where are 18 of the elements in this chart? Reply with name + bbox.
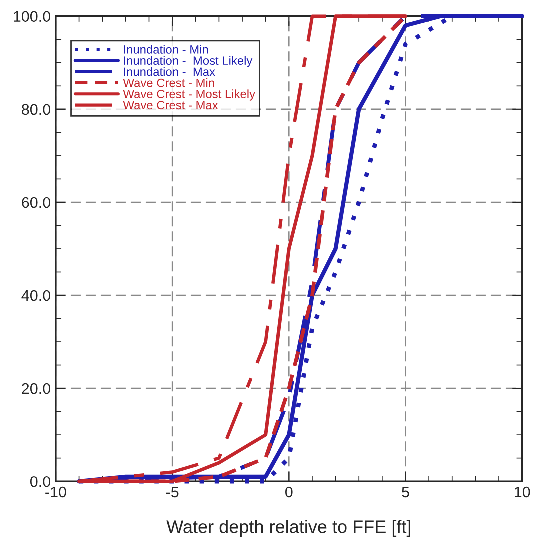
- legend-label: Inundation - Max: [124, 67, 216, 76]
- y-tick-label: 80.0: [22, 104, 51, 116]
- legend-label: Wave Crest - Max: [123, 101, 218, 110]
- x-tick-label: 0: [286, 486, 293, 498]
- x-tick-label: -5: [166, 486, 179, 498]
- y-tick-label: 20.0: [22, 383, 51, 394]
- legend-label: Inundation - Most Likely: [124, 56, 253, 68]
- x-tick-label: 5: [402, 486, 410, 498]
- y-tick-label: 0.0: [30, 476, 51, 488]
- y-tick-label: 100.0: [14, 11, 51, 22]
- legend-label: Wave Crest - Min: [123, 78, 214, 88]
- x-axis-title: Water depth relative to FFE [ft]: [166, 520, 410, 537]
- x-tick-label: -10: [46, 486, 66, 498]
- legend-label: Wave Crest - Most Likely: [123, 90, 256, 101]
- y-tick-label: 40.0: [22, 290, 51, 302]
- legend-label: Inundation - Min: [124, 45, 208, 54]
- x-tick-label: 10: [515, 486, 530, 498]
- y-tick-label: 60.0: [22, 197, 51, 208]
